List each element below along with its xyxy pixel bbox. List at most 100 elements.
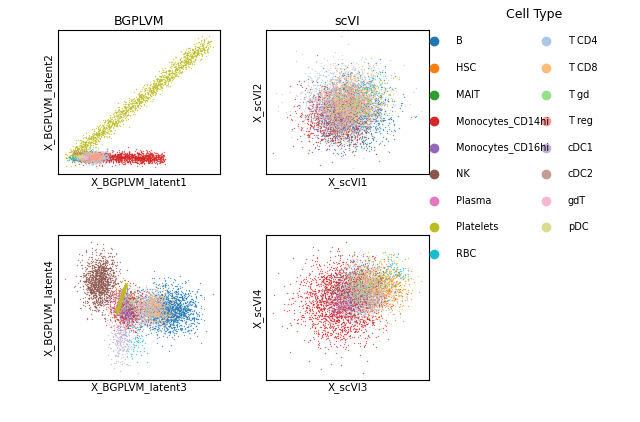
Point — [329, 311, 339, 317]
Point — [127, 152, 137, 159]
Point — [104, 298, 115, 305]
Point — [376, 282, 386, 289]
Point — [136, 300, 146, 307]
Point — [156, 319, 166, 325]
Point — [119, 281, 129, 288]
Point — [196, 56, 207, 62]
Point — [124, 304, 134, 311]
Point — [349, 75, 359, 82]
Point — [355, 87, 365, 94]
Point — [157, 319, 168, 325]
Point — [353, 101, 363, 108]
Point — [344, 122, 355, 128]
Point — [344, 309, 354, 316]
Point — [355, 304, 365, 311]
Point — [182, 301, 192, 308]
Point — [111, 304, 122, 311]
Point — [354, 97, 364, 103]
Point — [326, 331, 337, 338]
Point — [116, 303, 127, 310]
Point — [330, 128, 340, 135]
Point — [88, 155, 99, 162]
Point — [362, 333, 372, 340]
Point — [86, 158, 97, 165]
Point — [158, 303, 168, 310]
Point — [354, 279, 364, 285]
Point — [340, 103, 351, 109]
Point — [90, 282, 100, 289]
Point — [369, 89, 380, 96]
Point — [75, 154, 85, 161]
Point — [348, 286, 358, 293]
Point — [352, 109, 362, 116]
Point — [86, 154, 97, 161]
Point — [188, 55, 198, 62]
Point — [332, 308, 342, 314]
Point — [81, 149, 92, 156]
Point — [367, 299, 378, 306]
Point — [346, 92, 356, 99]
Point — [146, 292, 156, 298]
Point — [155, 160, 165, 167]
Point — [77, 153, 88, 160]
Point — [83, 155, 93, 162]
Point — [371, 276, 381, 283]
Point — [333, 101, 344, 108]
Point — [159, 321, 170, 328]
Point — [146, 298, 156, 305]
Point — [102, 129, 113, 136]
Point — [136, 160, 147, 167]
Point — [82, 153, 92, 160]
Point — [372, 72, 382, 79]
Point — [337, 282, 348, 289]
Point — [108, 269, 118, 276]
Point — [371, 69, 381, 76]
Point — [334, 97, 344, 103]
Point — [322, 89, 332, 96]
Point — [353, 92, 363, 98]
Point — [128, 101, 138, 108]
Point — [312, 128, 323, 135]
Point — [105, 273, 115, 280]
Point — [131, 342, 141, 349]
Point — [323, 86, 333, 92]
Point — [323, 279, 333, 286]
Point — [72, 158, 83, 165]
Point — [170, 53, 180, 60]
Point — [84, 284, 95, 291]
Point — [119, 296, 129, 303]
Point — [337, 117, 348, 124]
Point — [332, 344, 342, 350]
Point — [332, 97, 342, 104]
Point — [354, 279, 364, 286]
Point — [372, 279, 383, 285]
Point — [182, 49, 192, 56]
Point — [340, 102, 350, 108]
Point — [93, 287, 103, 294]
Point — [365, 83, 376, 90]
Point — [116, 291, 127, 298]
Point — [120, 287, 130, 293]
Point — [346, 278, 356, 284]
Point — [351, 273, 361, 280]
Point — [357, 74, 367, 81]
Point — [79, 152, 90, 159]
Point — [364, 110, 374, 116]
Point — [118, 157, 129, 163]
Point — [70, 152, 80, 159]
Point — [314, 276, 324, 282]
Point — [120, 98, 130, 105]
Point — [154, 301, 164, 308]
Point — [134, 155, 145, 162]
Point — [111, 338, 122, 344]
Point — [79, 154, 90, 160]
Point — [351, 272, 361, 279]
Point — [84, 155, 95, 162]
Point — [356, 89, 366, 96]
Point — [340, 275, 351, 281]
Point — [328, 120, 338, 127]
Point — [321, 286, 332, 292]
Point — [141, 322, 152, 329]
Point — [348, 312, 358, 319]
Point — [376, 284, 387, 291]
